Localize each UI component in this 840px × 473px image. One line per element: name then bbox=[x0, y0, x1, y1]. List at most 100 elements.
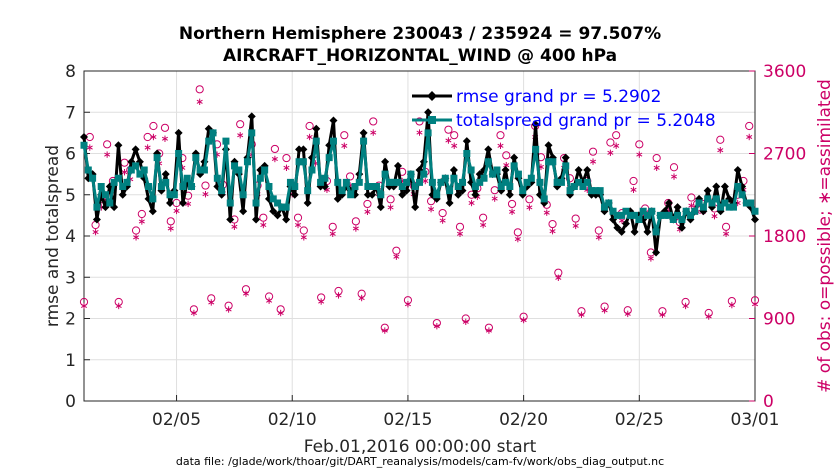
spread-point bbox=[721, 199, 729, 207]
obs-possible-point bbox=[479, 213, 488, 222]
obs-assimilated-point bbox=[514, 235, 521, 243]
obs-assimilated-point bbox=[294, 221, 302, 229]
x-start-label: Feb.01,2016 00:00:00 start bbox=[304, 437, 537, 457]
rmse-point bbox=[703, 186, 712, 195]
spread-point bbox=[618, 211, 626, 219]
obs-assimilated-point bbox=[387, 204, 394, 211]
spread-point bbox=[579, 183, 587, 190]
rmse-point bbox=[92, 215, 101, 224]
obs-possible-point bbox=[299, 226, 308, 235]
obs-assimilated-point bbox=[393, 253, 400, 260]
rmse-point bbox=[252, 215, 261, 224]
grid-lines bbox=[84, 70, 756, 402]
obs-assimilated-point bbox=[468, 199, 475, 207]
spread-point bbox=[209, 129, 217, 137]
x-tick-label: 02/20 bbox=[499, 410, 548, 430]
spread-point bbox=[321, 174, 329, 182]
spread-point bbox=[742, 199, 750, 207]
spread-point bbox=[132, 162, 140, 170]
spread-point bbox=[231, 162, 239, 170]
obs-assimilated-point bbox=[104, 151, 111, 158]
obs-assimilated-point bbox=[404, 301, 411, 308]
spread-point bbox=[200, 166, 208, 174]
obs-possible-point bbox=[392, 246, 401, 255]
spread-point bbox=[747, 199, 755, 207]
spread-point bbox=[459, 178, 467, 186]
rmse-point bbox=[544, 141, 553, 150]
spread-point bbox=[557, 178, 565, 186]
spread-point bbox=[424, 129, 432, 137]
rmse-point bbox=[505, 190, 514, 199]
rmse-point bbox=[454, 190, 463, 199]
y2-tick-label: 0 bbox=[763, 392, 774, 412]
spread-point bbox=[583, 178, 591, 186]
y-axis-ticks: 0 1 2 3 4 5 6 7 8 bbox=[65, 62, 90, 412]
spread-point bbox=[338, 187, 346, 195]
obs-assimilated-point bbox=[144, 144, 151, 151]
rmse-point bbox=[510, 153, 519, 162]
obs-possible-point bbox=[438, 208, 447, 218]
spread-point bbox=[549, 158, 557, 166]
obs-assimilated-point bbox=[497, 142, 504, 149]
rmse-point bbox=[174, 128, 183, 137]
spread-point bbox=[704, 195, 712, 203]
legend-spread-label: totalspread grand pr = 5.2048 bbox=[456, 111, 716, 131]
obs-assimilated-point bbox=[266, 297, 273, 304]
legend: rmse grand pr = 5.2902 totalspread grand… bbox=[412, 87, 716, 131]
rmse-point bbox=[630, 227, 639, 236]
rmse-point bbox=[303, 199, 312, 207]
obs-possible-point bbox=[426, 197, 436, 206]
y2-tick-label: 2700 bbox=[763, 145, 806, 165]
obs-assimilated-point bbox=[260, 221, 267, 229]
legend-rmse-label: rmse grand pr = 5.2902 bbox=[456, 87, 661, 107]
spread-point bbox=[553, 178, 561, 186]
spread-point bbox=[403, 178, 411, 186]
spread-point bbox=[179, 183, 187, 190]
obs-possible-point bbox=[363, 199, 372, 209]
spread-point bbox=[162, 178, 170, 186]
data-file-footer: data file: /glade/work/thoar/git/DART_re… bbox=[176, 455, 664, 468]
spread-point bbox=[661, 211, 669, 219]
rmse-point bbox=[178, 199, 187, 207]
spread-point bbox=[286, 178, 294, 186]
spread-point bbox=[80, 141, 88, 149]
spread-point bbox=[699, 203, 707, 211]
rmse-point bbox=[583, 166, 592, 174]
spread-point bbox=[678, 216, 686, 223]
spread-point bbox=[588, 187, 596, 195]
spread-point bbox=[575, 178, 583, 186]
rmse-point bbox=[621, 219, 630, 228]
spread-point bbox=[502, 178, 510, 186]
obs-assimilated-point bbox=[607, 149, 614, 157]
obs-assimilated-markers bbox=[80, 98, 759, 334]
obs-assimilated-point bbox=[723, 230, 730, 237]
obs-possible-point bbox=[103, 140, 112, 149]
obs-assimilated-point bbox=[318, 298, 325, 305]
rmse-point bbox=[617, 227, 626, 236]
rmse-point bbox=[677, 223, 686, 232]
obs-possible-point bbox=[588, 147, 598, 156]
spread-point bbox=[325, 154, 333, 162]
spread-point bbox=[686, 211, 694, 219]
spread-point bbox=[261, 166, 269, 174]
obs-assimilated-point bbox=[630, 186, 637, 193]
obs-assimilated-point bbox=[133, 234, 140, 241]
spread-point bbox=[308, 166, 316, 174]
obs-possible-point bbox=[328, 222, 337, 231]
obs-assimilated-point bbox=[659, 311, 666, 318]
spread-point bbox=[166, 191, 174, 199]
rmse-point bbox=[561, 153, 570, 162]
spread-point bbox=[656, 211, 664, 219]
spread-point bbox=[342, 178, 350, 186]
rmse-point bbox=[368, 190, 377, 199]
rmse-point bbox=[114, 141, 123, 150]
spread-point bbox=[140, 166, 148, 174]
spread-point bbox=[347, 191, 355, 199]
obs-assimilated-point bbox=[485, 327, 492, 334]
spread-point bbox=[523, 178, 531, 186]
spread-point bbox=[566, 187, 574, 195]
spread-point bbox=[175, 150, 183, 157]
obs-possible-point bbox=[386, 195, 395, 204]
obs-assimilated-point bbox=[491, 195, 498, 202]
rmse-point bbox=[673, 203, 682, 212]
